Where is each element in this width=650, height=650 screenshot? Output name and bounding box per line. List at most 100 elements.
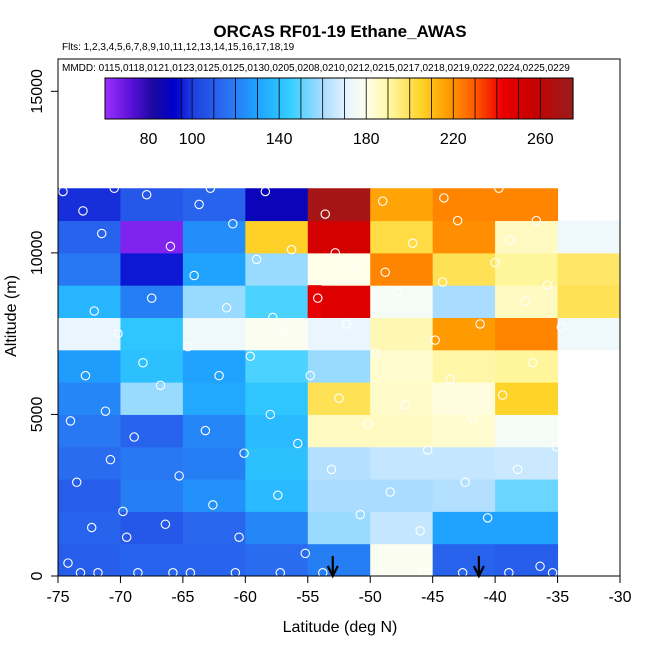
colorbar-segment <box>519 78 522 119</box>
sample-point <box>245 351 256 362</box>
colorbar-segment <box>501 78 504 119</box>
sample-point <box>93 568 103 578</box>
colorbar-segment <box>235 78 238 119</box>
colorbar-segment <box>131 78 134 119</box>
sample-point <box>275 568 286 578</box>
sample-point <box>305 370 316 381</box>
colorbar-segment <box>393 78 396 119</box>
colorbar-segment <box>229 78 232 119</box>
heatmap-cell <box>432 220 496 254</box>
y-tick-label: 0 <box>29 571 46 580</box>
colorbar-segment <box>357 78 360 119</box>
colorbar-segment <box>449 78 452 119</box>
sample-point <box>194 199 204 210</box>
heatmap-cell <box>495 414 559 448</box>
colorbar-segment <box>355 78 358 119</box>
colorbar-segment <box>467 78 470 119</box>
colorbar-segment <box>563 78 566 119</box>
colorbar-segment <box>255 78 258 119</box>
heatmap-cell <box>307 188 371 222</box>
colorbar-segment <box>405 78 408 119</box>
colorbar-segment <box>531 78 534 119</box>
heatmap-cell <box>307 446 371 480</box>
sample-point <box>482 513 493 523</box>
sample-point <box>531 215 542 226</box>
heatmap-cell <box>58 382 121 415</box>
sample-point <box>185 568 196 578</box>
colorbar-segment <box>213 78 216 119</box>
colorbar-segment <box>185 78 188 119</box>
heatmap-cell <box>120 285 184 318</box>
sample-point <box>138 357 148 368</box>
colorbar-segment <box>349 78 352 119</box>
sample-point <box>457 568 468 578</box>
colorbar-segment <box>525 78 528 119</box>
sample-point <box>183 341 193 352</box>
colorbar-segment <box>305 78 308 119</box>
colorbar-segment <box>317 78 320 119</box>
sample-point <box>121 532 132 542</box>
colorbar-segment <box>487 78 490 119</box>
colorbar-segment <box>253 78 256 119</box>
colorbar-segment <box>243 78 246 119</box>
colorbar-segment <box>247 78 250 119</box>
colorbar-segment <box>469 78 472 119</box>
colorbar-segment <box>331 78 334 119</box>
heatmap-cell <box>495 349 559 383</box>
colorbar-segment <box>351 78 354 119</box>
colorbar-segment <box>155 78 158 119</box>
colorbar-segment <box>555 78 558 119</box>
heatmap-cell <box>245 317 309 351</box>
colorbar-segment <box>289 78 292 119</box>
colorbar-segment <box>473 78 476 119</box>
sample-point <box>551 441 562 452</box>
sample-point <box>165 241 176 252</box>
sample-point <box>452 215 463 226</box>
colorbar-segment <box>515 78 518 119</box>
heatmap-cell <box>495 188 559 222</box>
heatmap-cell <box>307 317 371 351</box>
colorbar-segment <box>275 78 278 119</box>
colorbar-segment <box>429 78 432 119</box>
colorbar-segment <box>415 78 418 119</box>
colorbar-segment <box>491 78 494 119</box>
colorbar-segment <box>315 78 318 119</box>
colorbar-segment <box>283 78 286 119</box>
sample-point <box>174 471 184 481</box>
heatmap-cell <box>58 446 121 480</box>
colorbar-segment <box>389 78 392 119</box>
colorbar-segment <box>397 78 400 119</box>
heatmap-cell <box>245 414 309 448</box>
heatmap-cell <box>120 382 184 415</box>
heatmap-cell <box>370 446 434 480</box>
x-tick-label: -45 <box>421 589 444 606</box>
sample-point <box>78 206 88 216</box>
sample-point <box>65 416 76 426</box>
colorbar-segment <box>105 78 108 119</box>
colorbar-segment <box>125 78 128 119</box>
heatmap-cell <box>370 349 434 383</box>
sample-point <box>504 568 514 578</box>
colorbar-segment <box>453 78 456 119</box>
colorbar-segment <box>547 78 550 119</box>
colorbar-segment <box>197 78 200 119</box>
colorbar-segment <box>403 78 406 119</box>
colorbar-tick-label: 80 <box>140 131 158 148</box>
colorbar-segment <box>401 78 404 119</box>
colorbar-segment <box>409 78 412 119</box>
heatmap-cell <box>432 479 496 512</box>
colorbar-segment <box>507 78 510 119</box>
colorbar-segment <box>121 78 124 119</box>
colorbar-segment <box>313 78 316 119</box>
colorbar-segment <box>237 78 240 119</box>
colorbar-segment <box>195 78 198 119</box>
sample-point <box>293 438 303 449</box>
heatmap-cell <box>432 543 496 577</box>
heatmap-cell <box>432 414 496 448</box>
heatmap-cell <box>182 285 246 318</box>
heatmap-cell <box>495 543 559 577</box>
colorbar-segment <box>457 78 460 119</box>
colorbar-segment <box>287 78 290 119</box>
heatmap-cell <box>495 446 559 480</box>
